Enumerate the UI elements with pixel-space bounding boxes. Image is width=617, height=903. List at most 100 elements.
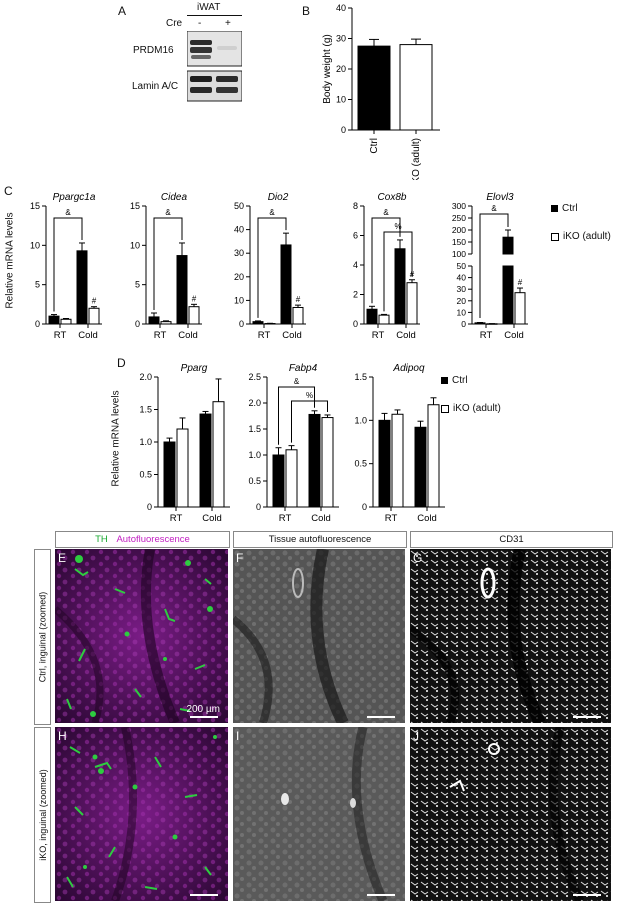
x-tick-label: Cold xyxy=(504,330,524,341)
y-tick-label: 10 xyxy=(234,295,244,305)
legend-ko-d: iKO (adult) xyxy=(441,403,531,414)
y-tick-label: 6 xyxy=(353,231,358,241)
y-tick-label: 1.0 xyxy=(248,450,261,460)
legend-swatch-ko xyxy=(441,404,449,413)
axis-label-c: Relative mRNA levels xyxy=(4,212,16,309)
significance-label: & xyxy=(294,377,300,386)
scale-bar-g xyxy=(573,716,601,718)
bar xyxy=(378,314,390,325)
y-tick-label: 15 xyxy=(130,201,140,211)
significance-bracket xyxy=(257,217,287,318)
legend-d: Ctrl iKO (adult) xyxy=(441,375,531,414)
x-tick-label: Cold xyxy=(311,513,331,524)
x-tick-label: Ctrl xyxy=(369,138,380,154)
chart-title: Fabp4 xyxy=(289,363,318,374)
scale-bar-i xyxy=(367,894,395,896)
y-tick-label: 10 xyxy=(457,307,467,317)
panel-label-d: D xyxy=(117,356,126,370)
bar xyxy=(474,322,486,325)
bar xyxy=(199,413,212,508)
chart-title: Elovl3 xyxy=(486,192,514,203)
bar xyxy=(292,306,304,325)
y-tick-label: 0.5 xyxy=(354,459,367,469)
panel-label-h: H xyxy=(58,729,67,743)
micrograph-f xyxy=(233,549,405,723)
y-tick-label: 1.0 xyxy=(354,415,367,425)
significance-label: & xyxy=(165,208,171,217)
bar xyxy=(148,316,160,325)
y-tick-label: 200 xyxy=(452,225,466,235)
significance-label: & xyxy=(383,208,389,217)
legend-ctrl-c: Ctrl xyxy=(551,203,617,214)
chart-title: Cidea xyxy=(161,192,188,203)
micrograph-h-texture xyxy=(55,727,228,901)
micrograph-e: 200 µm xyxy=(55,549,228,723)
significance-label: & xyxy=(269,208,275,217)
x-tick-label: RT xyxy=(279,513,292,524)
header-autofluorescence: Autofluorescence xyxy=(116,534,190,545)
legend-label-ctrl: Ctrl xyxy=(562,203,578,214)
bar xyxy=(414,426,427,508)
y-tick-label: 20 xyxy=(336,64,346,74)
significance-label: # xyxy=(192,294,197,303)
axis-label-d: Relative mRNA levels xyxy=(110,390,122,487)
significance-label: % xyxy=(306,391,313,400)
bar xyxy=(502,265,514,325)
y-tick-label: 5 xyxy=(35,280,40,290)
micrograph-g xyxy=(410,549,611,723)
panel-label-c: C xyxy=(4,184,13,198)
bar xyxy=(160,321,172,325)
header-th-autofluorescence: TH Autofluorescence xyxy=(55,531,230,548)
y-tick-label: 20 xyxy=(457,296,467,306)
y-tick-label: 0 xyxy=(135,319,140,329)
bar xyxy=(285,449,298,508)
row-label-ctrl-text: Ctrl, inguinal (zoomed) xyxy=(37,591,48,683)
y-tick-label: 4 xyxy=(353,260,358,270)
y-tick-label: 10 xyxy=(130,240,140,250)
x-tick-label: Cold xyxy=(417,513,437,524)
y-tick-label: 50 xyxy=(234,201,244,211)
y-tick-label: 250 xyxy=(452,213,466,223)
chart-title: Cox8b xyxy=(378,192,407,203)
y-tick-label: 30 xyxy=(457,284,467,294)
significance-bracket xyxy=(383,231,413,312)
y-tick-label: 1.5 xyxy=(354,372,367,382)
bar xyxy=(60,318,72,325)
row-label-iko-text: iKO, inguinal (zoomed) xyxy=(37,769,48,861)
bar xyxy=(357,45,391,131)
significance-label: % xyxy=(394,222,401,231)
bar xyxy=(163,441,176,508)
x-tick-label: RT xyxy=(170,513,183,524)
y-tick-label: 50 xyxy=(457,261,467,271)
chart-fabp4: Fabp4 0 0.5 1.0 1.5 2.0 2.5 RT Cold &% xyxy=(248,363,339,524)
y-tick-label: 40 xyxy=(336,3,346,13)
bar xyxy=(176,428,189,508)
header-tissue-autofluorescence: Tissue autofluorescence xyxy=(233,531,407,548)
legend-ko-c: iKO (adult) xyxy=(551,231,617,242)
row-label-ctrl: Ctrl, inguinal (zoomed) xyxy=(34,549,51,725)
y-tick-label: 2.5 xyxy=(248,372,261,382)
bar xyxy=(378,419,391,508)
x-tick-label: RT xyxy=(372,330,385,341)
bar xyxy=(188,306,200,325)
blot-tissue-label: iWAT xyxy=(197,2,221,13)
legend-swatch-ctrl xyxy=(441,377,448,384)
y-tick-label: 8 xyxy=(353,201,358,211)
bar xyxy=(366,308,378,325)
blot-band-label-lamin: Lamin A/C xyxy=(132,81,179,92)
significance-bracket xyxy=(291,400,328,443)
significance-bracket xyxy=(278,386,315,445)
legend-label-ctrl: Ctrl xyxy=(452,375,468,386)
bar xyxy=(308,413,321,508)
bar xyxy=(406,282,418,325)
significance-bracket xyxy=(153,217,183,310)
micrograph-g-texture xyxy=(410,549,611,723)
y-tick-label: 0 xyxy=(353,319,358,329)
bar xyxy=(76,250,88,325)
legend-label-ko: iKO (adult) xyxy=(563,231,611,242)
y-tick-label: 0 xyxy=(147,502,152,512)
significance-label: & xyxy=(491,204,497,213)
chart-title: Pparg xyxy=(181,363,208,374)
bar xyxy=(394,248,406,325)
significance-bracket xyxy=(371,217,401,304)
